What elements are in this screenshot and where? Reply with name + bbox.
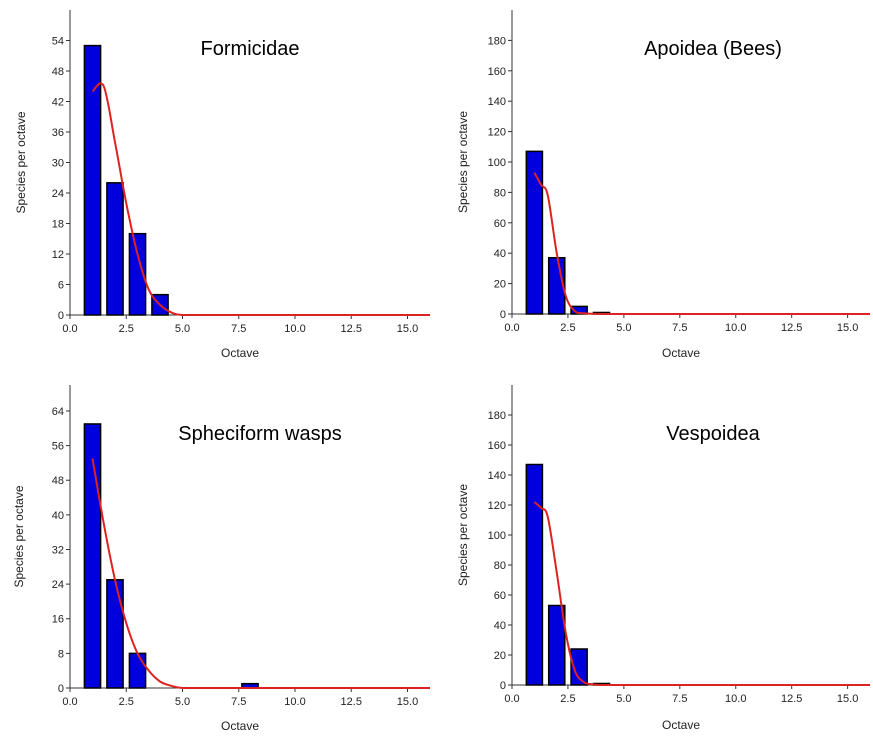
y-axis-label: Species per octave: [456, 111, 470, 213]
y-tick-label: 40: [494, 248, 506, 260]
formicidae-chart: 0 6 12 18 24 30 36 42 48 54 0.0 2.5 5.0 7.5 10.0 12.5 15…: [14, 10, 430, 360]
chart-title: Spheciform wasps: [178, 423, 341, 445]
y-tick-label: 54: [52, 36, 64, 48]
vespoidea-chart: 0 20 40 60 80 100 120 140 160 180 0.0 2.5 5.0 7.5 10.0…: [456, 385, 870, 732]
y-tick-label: 64: [52, 406, 64, 418]
x-axis-label: Octave: [662, 718, 700, 732]
x-tick-label: 7.5: [672, 693, 687, 705]
y-tick-label: 80: [494, 187, 506, 199]
y-tick-label: 6: [58, 280, 64, 292]
x-tick-label: 7.5: [672, 322, 687, 334]
x-tick-label: 15.0: [837, 693, 858, 705]
y-tick-label: 40: [52, 510, 64, 522]
histogram-bar: [525, 150, 544, 315]
spheciform-wasps-chart: 0 8 16 24 32 40 48 56 64 0.0 2.5 5.0 7.5 10.0 12.5 15.0…: [12, 385, 430, 733]
y-tick-label: 180: [488, 410, 506, 422]
y-tick-label: 12: [52, 249, 64, 261]
y-tick-label: 60: [494, 218, 506, 230]
y-tick-label: 42: [52, 97, 64, 109]
x-tick-label: 0.0: [62, 696, 77, 708]
histogram-bar: [106, 182, 124, 316]
y-tick-label: 24: [52, 579, 64, 591]
y-tick-label: 140: [488, 96, 506, 108]
histogram-bar: [570, 648, 588, 686]
y-tick-label: 180: [488, 35, 506, 47]
histogram-bar: [106, 579, 124, 689]
chart-title: Apoidea (Bees): [644, 38, 782, 60]
x-tick-label: 0.0: [504, 693, 519, 705]
x-tick-label: 0.0: [62, 323, 77, 335]
fit-curve: [91, 82, 430, 316]
y-tick-label: 0: [58, 683, 64, 695]
y-tick-label: 160: [488, 66, 506, 78]
y-tick-label: 160: [488, 440, 506, 452]
x-tick-label: 15.0: [837, 322, 858, 334]
histogram-bar: [525, 463, 544, 686]
x-tick-label: 7.5: [231, 323, 246, 335]
x-tick-label: 0.0: [504, 322, 519, 334]
y-tick-label: 20: [494, 279, 506, 291]
histogram-bar: [83, 423, 102, 689]
y-tick-label: 24: [52, 188, 64, 200]
x-tick-label: 7.5: [231, 696, 246, 708]
y-axis-label: Species per octave: [14, 111, 28, 213]
histogram-bar: [83, 44, 102, 316]
y-tick-label: 100: [488, 157, 506, 169]
y-tick-label: 60: [494, 590, 506, 602]
x-tick-label: 10.0: [284, 323, 305, 335]
histogram-bar: [128, 232, 147, 316]
y-tick-label: 48: [52, 66, 64, 78]
histogram-bar: [547, 604, 566, 686]
chart-title: Formicidae: [201, 38, 300, 60]
y-axis-label: Species per octave: [12, 485, 26, 587]
x-tick-label: 12.5: [781, 693, 802, 705]
fit-curve: [533, 172, 870, 315]
x-tick-label: 10.0: [725, 693, 746, 705]
y-tick-label: 48: [52, 475, 64, 487]
y-tick-label: 32: [52, 544, 64, 556]
fit-curve: [91, 458, 430, 690]
y-tick-label: 80: [494, 560, 506, 572]
x-tick-label: 5.0: [616, 693, 631, 705]
x-tick-label: 10.0: [725, 322, 746, 334]
x-tick-label: 2.5: [560, 322, 575, 334]
apoidea-chart: 0 20 40 60 80 100 120 140 160 180 0.0 2.5 5.0 7.5 10.0…: [456, 10, 870, 360]
x-tick-label: 5.0: [175, 323, 190, 335]
y-tick-label: 36: [52, 127, 64, 139]
y-tick-label: 8: [58, 648, 64, 660]
x-tick-label: 2.5: [560, 693, 575, 705]
x-tick-label: 12.5: [781, 322, 802, 334]
x-axis-label: Octave: [221, 719, 259, 733]
x-tick-label: 2.5: [119, 323, 134, 335]
y-tick-label: 56: [52, 441, 64, 453]
y-tick-label: 120: [488, 500, 506, 512]
x-tick-label: 15.0: [397, 696, 418, 708]
y-tick-label: 16: [52, 614, 64, 626]
y-tick-label: 18: [52, 219, 64, 231]
x-tick-label: 15.0: [397, 323, 418, 335]
x-axis-label: Octave: [662, 346, 700, 360]
y-tick-label: 20: [494, 650, 506, 662]
x-tick-label: 5.0: [175, 696, 190, 708]
y-axis-label: Species per octave: [456, 484, 470, 586]
y-tick-label: 40: [494, 620, 506, 632]
y-tick-label: 30: [52, 158, 64, 170]
y-tick-label: 0: [500, 309, 506, 321]
y-tick-label: 0: [58, 310, 64, 322]
x-tick-label: 10.0: [284, 696, 305, 708]
y-tick-label: 140: [488, 470, 506, 482]
x-tick-label: 2.5: [119, 696, 134, 708]
x-axis-label: Octave: [221, 346, 259, 360]
x-tick-label: 12.5: [341, 696, 362, 708]
histogram-bar: [128, 652, 147, 689]
y-tick-label: 120: [488, 127, 506, 139]
fit-curve: [533, 501, 870, 686]
chart-title: Vespoidea: [666, 423, 760, 445]
x-tick-label: 12.5: [341, 323, 362, 335]
x-tick-label: 5.0: [616, 322, 631, 334]
y-tick-label: 100: [488, 530, 506, 542]
y-tick-label: 0: [500, 680, 506, 692]
